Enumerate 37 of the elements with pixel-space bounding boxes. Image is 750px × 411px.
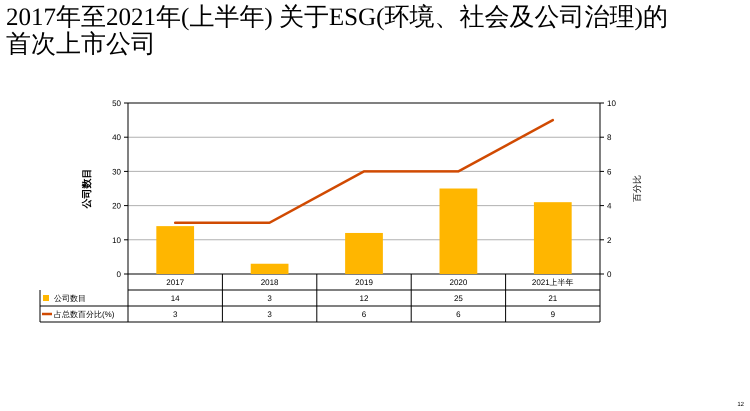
bar: [534, 202, 572, 274]
x-tick-label: 2021上半年: [532, 278, 574, 287]
y2-axis-title: 百分比: [632, 175, 642, 202]
y-axis-title: 公司数目: [81, 168, 93, 210]
y-tick-label: 20: [112, 202, 122, 211]
y-tick-label: 30: [112, 167, 122, 176]
y-tick-label: 10: [112, 236, 122, 245]
data-label: 25: [454, 294, 464, 303]
y2-tick-label: 6: [607, 167, 612, 176]
data-label: 6: [456, 310, 462, 319]
chart-title: 2017年至2021年(上半年) 关于ESG(环境、社会及公司治理)的首次上市公司: [6, 4, 669, 58]
x-tick-label: 2017: [166, 278, 185, 287]
x-tick-label: 2018: [260, 278, 280, 287]
data-label: 3: [172, 310, 178, 319]
legend-label: 公司数目: [54, 294, 86, 303]
bar: [440, 188, 478, 274]
data-label: 12: [360, 294, 369, 303]
legend-label: 占总数百分比(%): [54, 310, 115, 319]
y-tick-label: 40: [112, 133, 122, 142]
bar: [250, 264, 288, 274]
y2-tick-label: 2: [607, 236, 612, 245]
y-tick-label: 0: [116, 270, 122, 279]
x-tick-label: 2020: [450, 278, 468, 287]
data-label: 9: [550, 310, 556, 319]
data-label: 3: [267, 294, 272, 303]
y2-tick-label: 8: [607, 133, 612, 142]
y-tick-label: 50: [112, 99, 122, 108]
data-label: 14: [170, 294, 180, 303]
x-tick-label: 2019: [355, 278, 374, 287]
y2-tick-label: 0: [607, 270, 612, 279]
y2-tick-label: 4: [607, 202, 612, 211]
data-label: 6: [362, 310, 367, 319]
data-label: 21: [548, 294, 558, 303]
y2-tick-label: 10: [607, 99, 616, 108]
bar: [156, 226, 194, 274]
bar: [345, 232, 383, 274]
data-label: 3: [267, 310, 272, 319]
